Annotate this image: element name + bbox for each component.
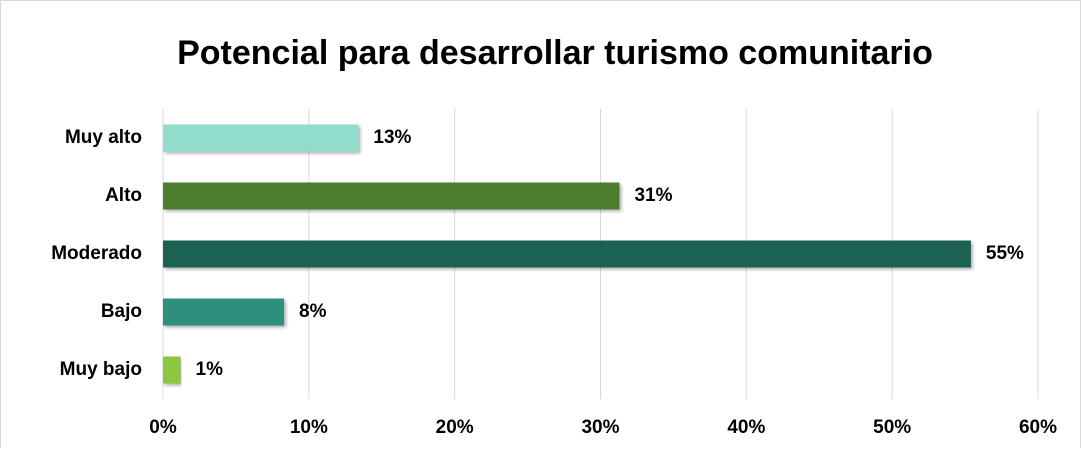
data-label: 55% — [986, 243, 1024, 264]
y-tick-label: Bajo — [101, 301, 142, 322]
bar — [163, 182, 620, 210]
x-tick-label: 20% — [436, 417, 474, 438]
x-tick-label: 60% — [1019, 417, 1057, 438]
bar — [163, 240, 971, 268]
y-tick-label: Muy alto — [65, 127, 142, 148]
bar — [163, 356, 181, 384]
x-tick-label: 30% — [581, 417, 619, 438]
y-tick-label: Alto — [105, 185, 142, 206]
data-label: 31% — [634, 185, 672, 206]
data-label: 13% — [373, 127, 411, 148]
y-tick-label: Moderado — [51, 243, 142, 264]
data-label: 8% — [299, 301, 327, 322]
y-tick-label: Muy bajo — [60, 359, 142, 380]
bar — [163, 298, 285, 326]
x-tick-label: 50% — [873, 417, 911, 438]
x-tick-label: 0% — [149, 417, 177, 438]
x-tick-label: 10% — [290, 417, 328, 438]
data-label: 1% — [196, 359, 224, 380]
x-tick-label: 40% — [727, 417, 765, 438]
bar — [163, 124, 359, 152]
chart-title: Potencial para desarrollar turismo comun… — [177, 34, 933, 72]
